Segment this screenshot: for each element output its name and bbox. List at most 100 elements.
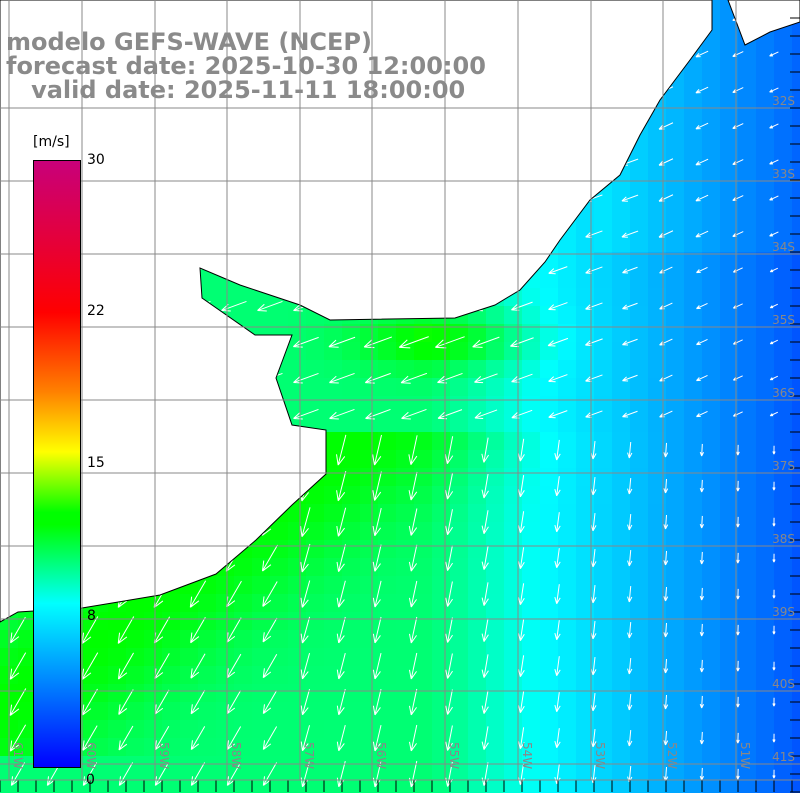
wind-cell [324, 378, 342, 396]
wind-cell [342, 630, 360, 648]
wind-cell [720, 774, 738, 792]
wind-arrow [517, 511, 525, 534]
wind-cell [612, 432, 630, 450]
wind-arrow [554, 476, 561, 497]
latitude-label: 34S [772, 240, 795, 254]
wind-arrow [658, 194, 674, 202]
wind-cell [612, 396, 630, 414]
wind-cell [306, 594, 324, 612]
wind-cell [756, 378, 774, 396]
wind-cell [306, 774, 324, 792]
wind-arrow [261, 544, 278, 572]
wind-cell [180, 774, 198, 792]
wind-cell [720, 594, 738, 612]
wind-arrow [398, 336, 429, 349]
wind-cell [702, 198, 720, 216]
wind-cell [360, 432, 378, 450]
wind-cell [486, 432, 504, 450]
wind-cell [324, 432, 342, 450]
wind-cell [306, 720, 324, 738]
wind-cell [18, 720, 36, 738]
wind-cell [702, 414, 720, 432]
wind-cell [684, 756, 702, 774]
wind-cell [738, 738, 756, 756]
wind-cell [594, 306, 612, 324]
wind-cell [612, 414, 630, 432]
wind-cell [756, 558, 774, 576]
wind-cell [666, 144, 684, 162]
wind-cell [702, 774, 720, 792]
wind-arrow [435, 336, 465, 349]
wind-cell [738, 648, 756, 666]
wind-cell [360, 576, 378, 594]
wind-cell [702, 504, 720, 522]
wind-cell [702, 36, 720, 54]
wind-cell [792, 306, 800, 324]
wind-cell [414, 414, 432, 432]
wind-cell [738, 594, 756, 612]
wind-arrow [262, 690, 278, 714]
wind-cell [450, 378, 468, 396]
wind-arrow [699, 479, 704, 493]
wind-cell [522, 342, 540, 360]
wind-cell [792, 342, 800, 360]
wind-cell [450, 612, 468, 630]
wind-cell [756, 630, 774, 648]
wind-cell [252, 558, 270, 576]
wind-cell [126, 756, 144, 774]
wind-cell [324, 648, 342, 666]
wind-cell [612, 522, 630, 540]
wind-arrow [663, 694, 669, 710]
wind-cell [216, 756, 234, 774]
wind-cell [306, 378, 324, 396]
wind-cell [504, 396, 522, 414]
wind-cell [792, 774, 800, 792]
wind-cell [162, 666, 180, 684]
wind-cell [486, 540, 504, 558]
wind-cell [756, 324, 774, 342]
wind-arrow [401, 408, 427, 420]
latitude-label: 38S [772, 532, 795, 546]
wind-cell [594, 288, 612, 306]
wind-arrow [547, 337, 569, 347]
wind-cell [558, 576, 576, 594]
wind-cell [396, 540, 414, 558]
wind-arrow [663, 658, 669, 674]
wind-cell [576, 540, 594, 558]
wind-cell [342, 324, 360, 342]
wind-arrow [300, 725, 311, 752]
wind-cell [414, 594, 432, 612]
wind-arrow [365, 408, 391, 420]
wind-cell [702, 360, 720, 378]
wind-cell [468, 756, 486, 774]
wind-cell [684, 720, 702, 738]
wind-cell [342, 450, 360, 468]
wind-cell [522, 414, 540, 432]
wind-arrow [772, 589, 776, 599]
wind-cell [612, 504, 630, 522]
wind-cell [306, 342, 324, 360]
wind-arrow [117, 652, 134, 680]
longitude-label: 55W [447, 742, 461, 770]
wind-cell [216, 576, 234, 594]
wind-arrow [548, 302, 568, 311]
wind-cell [756, 36, 774, 54]
wind-arrow [695, 86, 709, 94]
wind-arrow [772, 481, 776, 491]
wind-cell [774, 144, 792, 162]
wind-cell [252, 702, 270, 720]
latitude-label: 35S [772, 313, 795, 327]
wind-cell [684, 144, 702, 162]
wind-cell [540, 522, 558, 540]
wind-cell [378, 558, 396, 576]
wind-cell [540, 684, 558, 702]
wind-cell [684, 468, 702, 486]
wind-cell [468, 738, 486, 756]
wind-cell [180, 612, 198, 630]
wind-cell [756, 234, 774, 252]
wind-cell [720, 648, 738, 666]
wind-cell [522, 774, 540, 792]
wind-cell [594, 450, 612, 468]
wind-cell [288, 684, 306, 702]
wind-cell [630, 360, 648, 378]
